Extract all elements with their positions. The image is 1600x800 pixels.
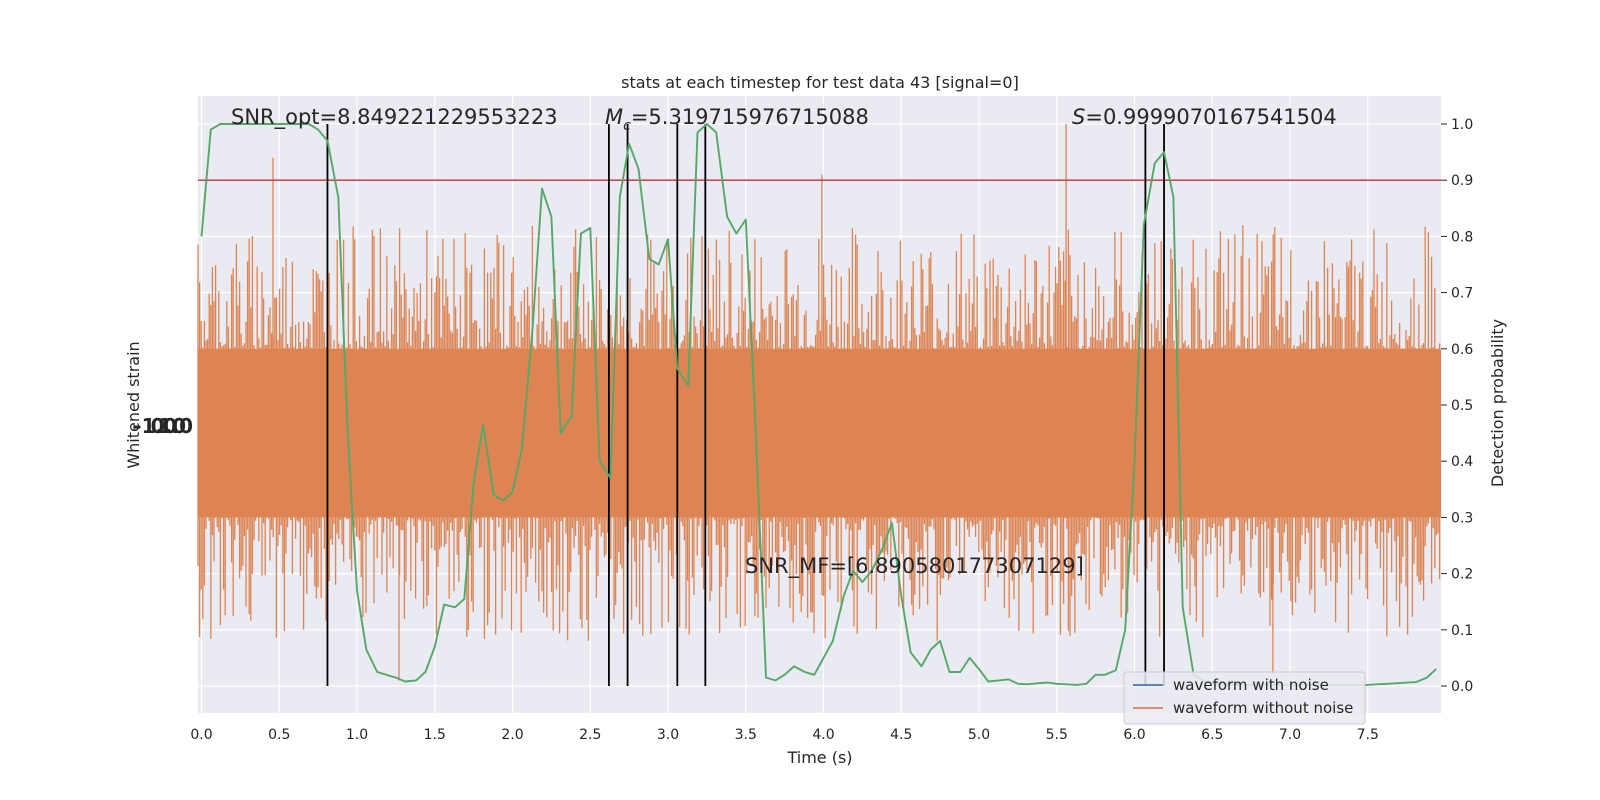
mc-annotation: Mc=5.319715976715088	[605, 105, 869, 134]
left-tick-labels-cluster: -1.0 0.0 1.0	[133, 414, 193, 438]
x-tick-label: 7.5	[1357, 727, 1379, 743]
y-tick-label: 0.7	[1451, 286, 1473, 302]
x-tick-label: 5.0	[968, 727, 990, 743]
x-tick-label: 1.5	[424, 727, 446, 743]
x-tick-label: 2.5	[579, 727, 601, 743]
strain-waveform-without-noise	[197, 124, 1441, 681]
x-tick-label: 4.0	[812, 727, 834, 743]
ticks: 0.0 0.5 1.0 1.5 2.0 2.5 3.0 3.5 4.0 4.5 5.0 5.5 6.0 6…	[190, 117, 1473, 743]
y-tick-label: 1.0	[1451, 117, 1473, 133]
chart-title: stats at each timestep for test data 43 …	[621, 73, 1019, 92]
x-tick-label: 2.0	[501, 727, 523, 743]
strain-spikes	[197, 124, 1441, 681]
s-annotation: S=0.9999070167541504	[1072, 105, 1337, 129]
left-tick-label: -1.0	[133, 414, 177, 438]
snr-opt-annotation: SNR_opt=8.849221229553223	[231, 105, 558, 130]
legend-box	[1123, 671, 1366, 725]
x-axis-label: Time (s)	[786, 748, 852, 767]
left-tick-label: 0.0	[151, 414, 186, 438]
legend-label-with-noise: waveform with noise	[1173, 676, 1329, 694]
y-tick-label: 0.2	[1451, 567, 1473, 583]
y-tick-label: 0.1	[1451, 623, 1473, 639]
y-axis-label-right: Detection probability	[1488, 319, 1507, 487]
legend-label-without-noise: waveform without noise	[1173, 699, 1353, 717]
y-tick-label: 0.9	[1451, 173, 1473, 189]
s-symbol: S	[1072, 105, 1085, 129]
x-tick-label: 1.0	[346, 727, 368, 743]
x-tick-label: 6.5	[1201, 727, 1223, 743]
y-tick-label: 0.5	[1451, 398, 1473, 414]
y-tick-label: 0.3	[1451, 510, 1473, 526]
x-tick-label: 5.5	[1046, 727, 1068, 743]
s-value: =0.9999070167541504	[1085, 105, 1336, 129]
y-axis-label-left: Whitened strain	[124, 341, 143, 468]
y-tick-label: 0.4	[1451, 454, 1473, 470]
y-tick-label: 0.0	[1451, 679, 1473, 695]
legend: waveform with noise waveform without noi…	[1123, 671, 1366, 725]
x-tick-label: 3.5	[735, 727, 757, 743]
y-tick-label: 0.8	[1451, 229, 1473, 245]
x-tick-label: 0.5	[268, 727, 290, 743]
x-tick-label: 0.0	[190, 727, 212, 743]
x-tick-label: 4.5	[890, 727, 912, 743]
y-tick-label: 0.6	[1451, 342, 1473, 358]
mc-subscript: c	[623, 118, 631, 134]
left-tick-label: 1.0	[158, 414, 193, 438]
x-tick-label: 6.0	[1123, 727, 1145, 743]
mc-value: =5.319715976715088	[631, 105, 869, 129]
x-tick-label: 3.0	[657, 727, 679, 743]
snr-mf-annotation: SNR_MF=[6.890580177307129]	[745, 554, 1084, 579]
mc-symbol: M	[605, 105, 623, 129]
x-tick-label: 7.0	[1279, 727, 1301, 743]
